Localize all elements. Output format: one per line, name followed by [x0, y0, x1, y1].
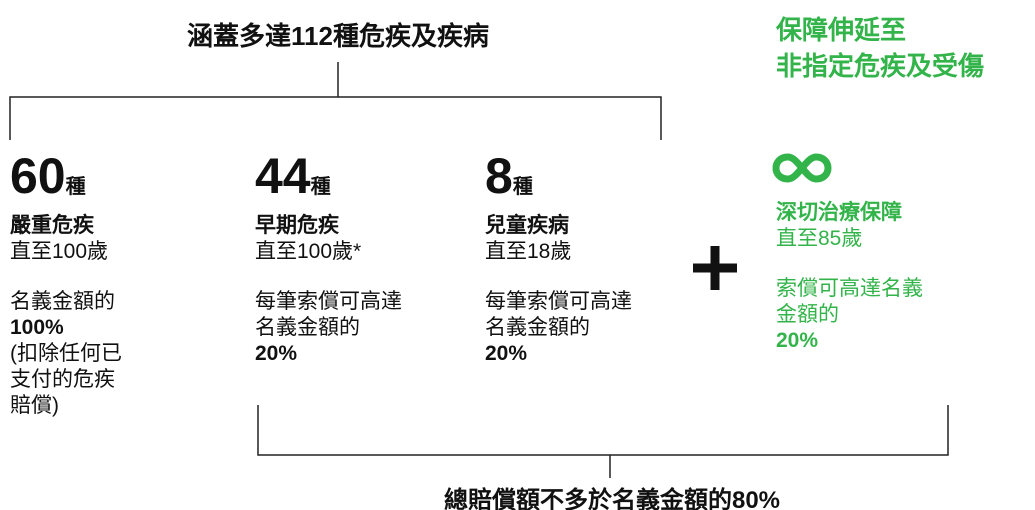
desc: 索償可高達名義: [776, 277, 923, 300]
term: 直至18歲: [485, 240, 572, 263]
column: 44種 早期危疾 直至100歲* 每筆索償可高達 名義金額的 20%: [255, 150, 402, 367]
term: 直至85歲: [776, 227, 863, 250]
unit: 種: [65, 176, 86, 198]
note: (扣除任何已: [10, 342, 122, 365]
bottom-note: 總賠償額不多於名義金額的80%: [443, 487, 781, 510]
infinity-icon: [772, 153, 832, 183]
desc: 名義金額的: [10, 290, 115, 313]
term: 直至100歲: [10, 240, 109, 263]
count: 8: [485, 148, 513, 204]
count: 44: [255, 148, 311, 204]
spacer: [485, 277, 632, 289]
top-bracket: [9, 62, 662, 140]
note: 賠償): [10, 394, 59, 417]
amount: 20%: [485, 342, 528, 365]
desc: 名義金額的: [255, 316, 360, 339]
name: 早期危疾: [255, 214, 339, 237]
unit: 種: [512, 176, 533, 198]
heading-line: 保障伸延至: [776, 15, 907, 45]
count: 60: [10, 148, 66, 204]
name: 兒童疾病: [485, 214, 569, 237]
spacer: [10, 277, 122, 289]
plus: [693, 246, 737, 290]
spacer: [10, 265, 122, 277]
desc: 每筆索償可高達: [485, 290, 632, 313]
spacer: [255, 277, 402, 289]
amount: 20%: [255, 342, 298, 365]
name: 深切治療保障: [776, 201, 902, 224]
bottom-bracket: [257, 405, 949, 478]
column: 60種 嚴重危疾 直至100歲 名義金額的 100% (扣除任何已 支付的危疾 賠償): [10, 150, 122, 419]
term: 直至100歲*: [255, 240, 362, 263]
count-line: 60種: [10, 150, 122, 213]
count-line: 8種: [485, 150, 632, 213]
right-heading: 保障伸延至 非指定危疾及受傷: [776, 12, 984, 84]
amount: 20%: [776, 329, 819, 352]
unit: 種: [310, 176, 331, 198]
amount: 100%: [10, 316, 64, 339]
spacer: [255, 265, 402, 277]
icu-column: 深切治療保障 直至85歲 索償可高達名義 金額的 20%: [776, 200, 923, 354]
name: 嚴重危疾: [10, 214, 94, 237]
heading-line: 非指定危疾及受傷: [776, 51, 985, 81]
desc: 名義金額的: [485, 316, 590, 339]
note: 支付的危疾: [10, 368, 115, 391]
desc: 每筆索償可高達: [255, 290, 402, 313]
count-line: 44種: [255, 150, 402, 213]
desc: 金額的: [776, 303, 839, 326]
column: 8種 兒童疾病 直至18歲 每筆索償可高達 名義金額的 20%: [485, 150, 632, 367]
top-heading: 涵蓋多達112種危疾及疾病: [187, 21, 489, 51]
spacer: [485, 265, 632, 277]
